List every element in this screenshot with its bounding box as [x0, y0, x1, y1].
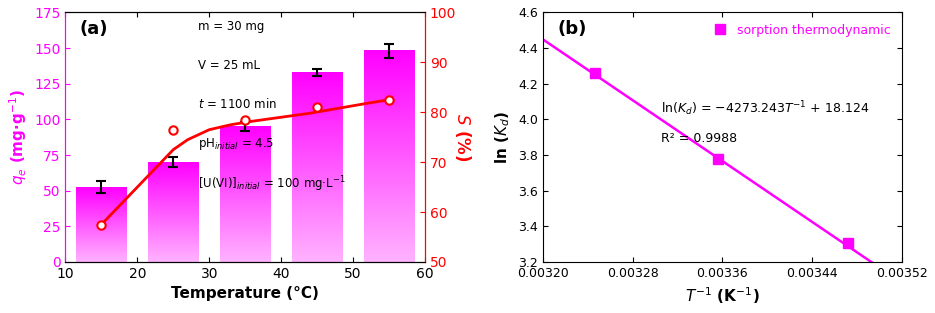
Text: [U(VI)]$_{initial}$ = 100 mg·L$^{-1}$: [U(VI)]$_{initial}$ = 100 mg·L$^{-1}$: [198, 175, 346, 194]
Text: pH$_{initial}$ = 4.5: pH$_{initial}$ = 4.5: [198, 136, 275, 152]
Y-axis label: ln ($K_{d}$): ln ($K_{d}$): [494, 110, 512, 164]
Y-axis label: $S$ (%): $S$ (%): [453, 113, 473, 162]
Legend: sorption thermodynamic: sorption thermodynamic: [702, 19, 896, 42]
X-axis label: Temperature (°C): Temperature (°C): [171, 286, 319, 301]
Text: $t$ = 1100 min: $t$ = 1100 min: [198, 97, 277, 111]
Text: m = 30 mg: m = 30 mg: [198, 20, 265, 33]
Text: (a): (a): [79, 20, 108, 38]
Text: R² = 0.9988: R² = 0.9988: [661, 132, 738, 145]
Y-axis label: $q_{e}$ (mg·g$^{-1}$): $q_{e}$ (mg·g$^{-1}$): [7, 89, 29, 185]
Text: V = 25 mL: V = 25 mL: [198, 59, 261, 72]
Text: ln($K_{d}$) = −4273.243$T^{-1}$ + 18.124: ln($K_{d}$) = −4273.243$T^{-1}$ + 18.124: [661, 100, 870, 118]
Text: (b): (b): [557, 20, 586, 38]
X-axis label: $T^{-1}$ (K$^{-1}$): $T^{-1}$ (K$^{-1}$): [685, 285, 760, 306]
